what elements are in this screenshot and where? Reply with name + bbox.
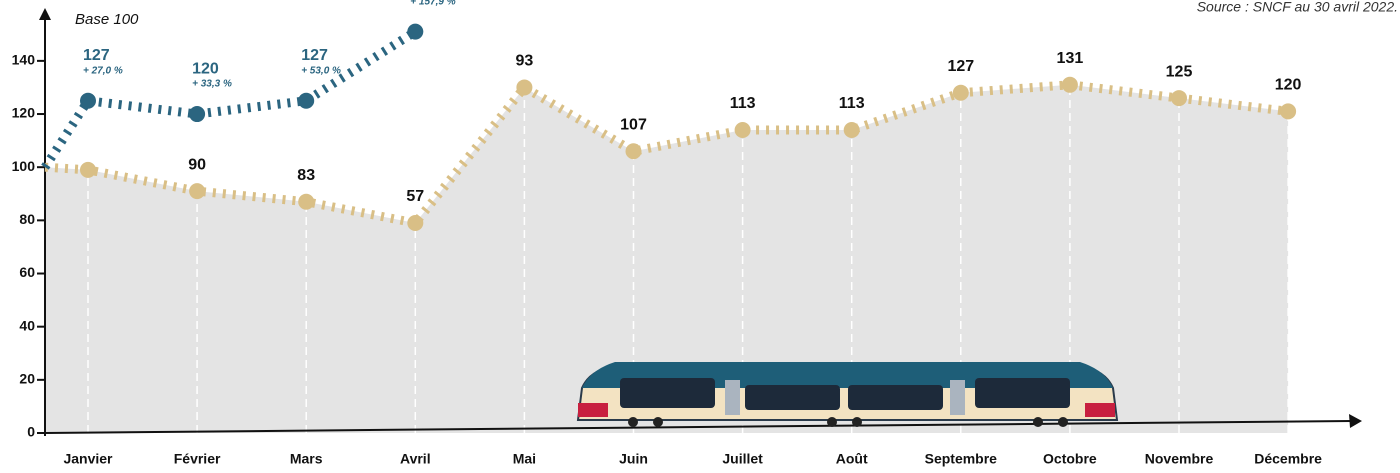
data-label: 127 [947,58,974,75]
point [1280,103,1297,120]
change-label: + 53,0 % [301,65,341,76]
data-label: 125 [1166,63,1193,80]
change-label: + 33,3 % [192,79,232,90]
point [80,92,96,109]
series-line [41,27,418,170]
x-axis [44,420,1353,434]
point [1061,76,1078,93]
train [576,362,1119,427]
area [45,84,1289,433]
data-label: 57 [406,188,424,205]
point [407,215,424,232]
point [1171,90,1187,107]
axis-label: Base 100 [75,11,139,28]
change-label: + 157,9 % [410,0,455,7]
data-label: 107 [620,116,647,133]
y-tick-label: 120 [12,105,36,121]
point [843,121,860,138]
point [952,84,969,101]
y-arrow [39,8,51,20]
data-label: 120 [1275,77,1302,94]
y-tick-label: 40 [19,317,35,333]
data-label: 127 [301,47,328,64]
point [407,23,424,40]
point [80,161,96,178]
x-tick-label: Juillet [722,451,763,467]
y-tick-label: 60 [19,264,35,280]
point [298,92,315,109]
data-label: 93 [516,53,534,70]
change-label: + 27,0 % [83,65,123,76]
x-tick-label: Mars [290,451,323,467]
point [734,121,751,138]
source: Source : SNCF au 30 avril 2022. [1197,0,1398,15]
x-tick-label: Mai [513,451,536,467]
y-tick-label: 0 [27,424,35,440]
data-label: 83 [297,167,315,184]
x-tick-label: Août [836,451,868,467]
point [298,193,315,210]
data-label: 113 [730,95,756,112]
data-label: 127 [83,47,110,64]
x-tick-label: Février [174,451,221,467]
x-tick-label: Avril [400,451,431,467]
data-label: 131 [1057,50,1084,67]
x-tick-label: Octobre [1043,451,1097,467]
x-tick-label: Décembre [1254,451,1322,467]
y-tick-label: 80 [19,211,35,227]
x-tick-label: Novembre [1145,451,1214,467]
x-tick-label: Juin [619,451,648,467]
y-tick-label: 100 [12,158,36,174]
x-tick-label: Septembre [925,451,998,467]
x-tick-label: Janvier [63,451,113,467]
data-label: 90 [188,156,206,173]
y-tick-label: 20 [19,371,35,387]
point [189,106,206,123]
point [189,183,206,200]
data-label: 113 [839,95,865,112]
data-label: 120 [192,60,219,77]
point [625,143,642,160]
point [516,79,533,96]
y-tick-label: 140 [12,52,36,68]
x-arrow [1349,414,1362,428]
